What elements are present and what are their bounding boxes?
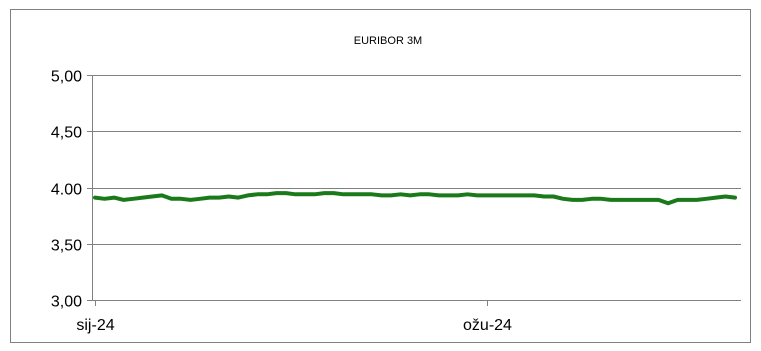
y-tick-label: 4.00 [51, 182, 82, 199]
x-tick-label: sij-24 [76, 317, 114, 334]
y-tick-label: 3,50 [51, 238, 82, 255]
y-tick-label: 5,00 [51, 69, 82, 86]
y-tick-labels: 5,00 4,50 4.00 3,50 3,00 [51, 69, 82, 311]
gridlines [92, 75, 741, 245]
axes [87, 75, 741, 306]
y-tick-label: 3,00 [51, 294, 82, 311]
x-tick-label: ožu-24 [463, 317, 512, 334]
series-line [93, 191, 737, 206]
chart-title: EURIBOR 3M [354, 35, 422, 47]
x-tick-labels: sij-24 ožu-24 [76, 317, 512, 334]
series-layer [93, 191, 737, 206]
chart-frame [10, 9, 751, 343]
y-tick-label: 4,50 [51, 125, 82, 142]
